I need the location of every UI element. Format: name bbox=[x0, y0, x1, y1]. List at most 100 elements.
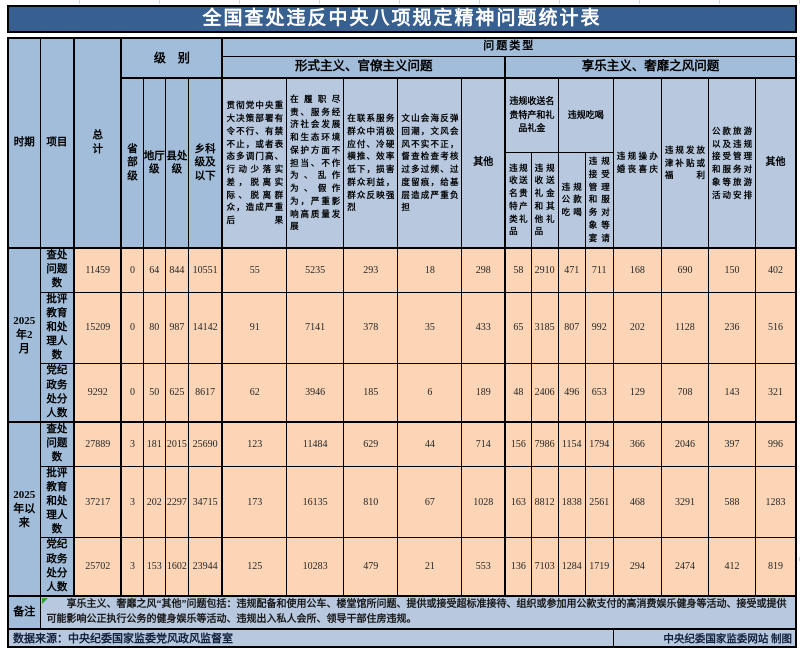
col-header-formalism-4: 文山会海反弹回潮，文风会风不实不正，督查检查考核过多过频、过度留痕，给基层造成严… bbox=[397, 77, 463, 249]
data-cell: 25690 bbox=[187, 421, 223, 467]
table-row: 2025年2月 查处问题数 11459 0 64 844 10551 55 52… bbox=[7, 246, 797, 423]
data-cell: 3185 bbox=[530, 291, 559, 365]
note-cell: 享乐主义、奢靡之风“其他”问题包括：违规配备和使用公车、楼堂馆所问题、提供或接受… bbox=[39, 595, 797, 630]
data-cell: 468 bbox=[612, 465, 662, 539]
data-cell: 21 bbox=[397, 537, 463, 597]
data-cell: 10551 bbox=[187, 246, 223, 293]
data-cell: 125 bbox=[221, 537, 288, 597]
data-cell: 653 bbox=[584, 363, 614, 423]
col-header-cash-gifts: 违规收送礼金和其他礼品 bbox=[530, 151, 559, 249]
data-cell: 378 bbox=[343, 291, 399, 365]
data-cell: 2474 bbox=[660, 537, 709, 597]
data-cell: 479 bbox=[343, 537, 399, 597]
data-cell: 1284 bbox=[557, 537, 586, 597]
header-row-problem-type: 时期 项目 总计 级别 问题类型 bbox=[7, 37, 797, 249]
data-cell: 553 bbox=[461, 537, 506, 597]
data-cell: 67 bbox=[397, 465, 463, 539]
data-cell: 16135 bbox=[286, 465, 345, 539]
data-cell: 807 bbox=[557, 291, 586, 365]
data-cell: 15209 bbox=[73, 291, 122, 365]
data-cell: 9292 bbox=[73, 363, 122, 423]
col-group-dining: 违规吃喝 bbox=[557, 77, 614, 153]
data-cell: 298 bbox=[461, 246, 506, 293]
data-cell: 136 bbox=[504, 537, 532, 597]
col-header-township: 乡科级及以下 bbox=[187, 77, 223, 249]
data-cell: 181 bbox=[142, 421, 166, 467]
data-cell: 27889 bbox=[73, 421, 122, 467]
data-cell: 588 bbox=[707, 465, 757, 539]
period-label: 2025年2月 bbox=[7, 246, 41, 423]
col-header-formalism-other: 其他 bbox=[461, 77, 506, 249]
data-cell: 8812 bbox=[530, 465, 559, 539]
data-cell: 23944 bbox=[187, 537, 223, 597]
col-group-level: 级别 bbox=[120, 37, 223, 79]
data-cell: 0 bbox=[120, 363, 144, 423]
data-cell: 50 bbox=[142, 363, 166, 423]
col-header-public-funded-travel: 公款旅游以及违规接受管理和服务对象等旅游活动安排 bbox=[707, 77, 757, 249]
data-cell: 2561 bbox=[584, 465, 614, 539]
col-group-problem-type: 问题类型 bbox=[221, 37, 797, 57]
data-cell: 91 bbox=[221, 291, 288, 365]
data-cell: 2297 bbox=[164, 465, 189, 539]
data-cell: 293 bbox=[343, 246, 399, 293]
data-cell: 2015 bbox=[164, 421, 189, 467]
table-row: 批评教育和处理人数 15209 0 80 987 14142 91 7141 3… bbox=[8, 291, 797, 365]
data-cell: 0 bbox=[120, 246, 144, 293]
data-cell: 11459 bbox=[73, 246, 122, 293]
col-header-public-funds-dining: 违规公款吃喝 bbox=[557, 151, 586, 249]
data-cell: 1283 bbox=[755, 465, 797, 539]
note-label: 备注 bbox=[7, 595, 41, 630]
data-cell: 516 bbox=[755, 291, 797, 365]
data-cell: 189 bbox=[461, 363, 506, 423]
data-cell: 711 bbox=[584, 246, 614, 293]
data-cell: 62 bbox=[221, 363, 288, 423]
data-cell: 1794 bbox=[584, 421, 614, 467]
data-cell: 294 bbox=[612, 537, 662, 597]
data-source-text: 数据来源：中央纪委国家监委党风政风监督室 bbox=[7, 628, 614, 648]
data-cell: 3291 bbox=[660, 465, 709, 539]
data-cell: 80 bbox=[142, 291, 166, 365]
data-cell: 55 bbox=[221, 246, 288, 293]
data-cell: 708 bbox=[660, 363, 709, 423]
data-cell: 629 bbox=[343, 421, 399, 467]
data-cell: 156 bbox=[504, 421, 532, 467]
data-cell: 44 bbox=[397, 421, 463, 467]
table-row: 2025年以来 查处问题数 27889 3 181 2015 25690 123… bbox=[7, 421, 797, 597]
data-cell: 48 bbox=[504, 363, 532, 423]
page-title: 全国查处违反中央八项规定精神问题统计表 bbox=[7, 5, 797, 33]
table-row: 党纪政务处分人数 25702 3 153 1602 23944 125 1028… bbox=[8, 537, 797, 597]
note-row: 备注 享乐主义、奢靡之风“其他”问题包括：违规配备和使用公车、楼堂馆所问题、提供… bbox=[7, 595, 797, 630]
data-cell: 236 bbox=[707, 291, 757, 365]
table-row: 批评教育和处理人数 37217 3 202 2297 34715 173 161… bbox=[8, 465, 797, 539]
data-cell: 810 bbox=[343, 465, 399, 539]
statistics-sheet: 全国查处违反中央八项规定精神问题统计表 时期 项目 总计 级别 问题类型 形式主… bbox=[7, 5, 797, 648]
data-cell: 25702 bbox=[73, 537, 122, 597]
statistics-table: 时期 项目 总计 级别 问题类型 形式主义、官僚主义问题 享乐主义、奢靡之风问题… bbox=[7, 37, 797, 648]
data-cell: 996 bbox=[755, 421, 797, 467]
header-row-subsubcolumns: 违规收送名贵特产类礼品 违规收送礼金和其他礼品 违规公款吃喝 违规接受管理和服务… bbox=[8, 151, 796, 249]
col-header-weddings-funerals: 违规操办婚丧喜庆 bbox=[612, 77, 662, 249]
data-cell: 7986 bbox=[530, 421, 559, 467]
data-cell: 2046 bbox=[660, 421, 709, 467]
col-group-gifts: 违规收送名贵特产和礼品礼金 bbox=[504, 77, 559, 153]
data-cell: 8617 bbox=[187, 363, 223, 423]
data-cell: 202 bbox=[612, 291, 662, 365]
col-group-hedonism: 享乐主义、奢靡之风问题 bbox=[504, 55, 797, 79]
data-cell: 37217 bbox=[73, 465, 122, 539]
data-cell: 7103 bbox=[530, 537, 559, 597]
data-cell: 168 bbox=[612, 246, 662, 293]
data-cell: 1028 bbox=[461, 465, 506, 539]
data-cell: 2910 bbox=[530, 246, 559, 293]
col-header-item: 项目 bbox=[39, 37, 75, 249]
excel-flag-icon bbox=[41, 598, 48, 605]
data-cell: 65 bbox=[504, 291, 532, 365]
data-cell: 987 bbox=[164, 291, 189, 365]
data-cell: 123 bbox=[221, 421, 288, 467]
data-cell: 143 bbox=[707, 363, 757, 423]
period-label: 2025年以来 bbox=[7, 421, 41, 597]
row-label: 查处问题数 bbox=[39, 246, 75, 293]
table-row: 党纪政务处分人数 9292 0 50 625 8617 62 3946 185 … bbox=[8, 363, 797, 423]
col-header-prefectural: 地厅级 bbox=[142, 77, 166, 249]
data-cell: 3946 bbox=[286, 363, 345, 423]
col-header-banquet-invitations: 违规接受管理和服务对象等宴请 bbox=[584, 151, 614, 249]
